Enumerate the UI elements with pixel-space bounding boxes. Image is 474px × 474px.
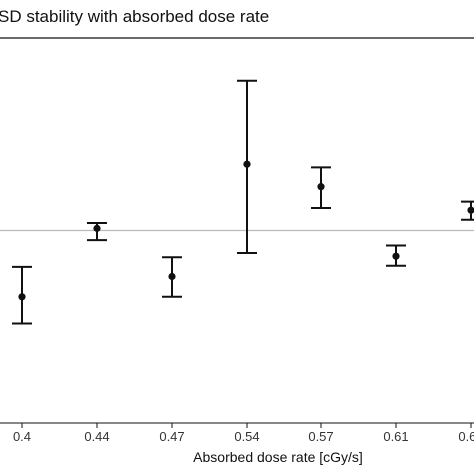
data-point-group <box>12 265 32 325</box>
data-point <box>93 224 101 232</box>
x-tick-label: 0.47 <box>159 429 184 444</box>
data-point <box>392 252 400 260</box>
data-point-group <box>311 166 331 210</box>
data-point-group <box>461 200 474 221</box>
data-point <box>243 160 251 168</box>
data-point <box>317 183 325 191</box>
chart-title: SD stability with absorbed dose rate <box>0 7 269 26</box>
x-tick-label: 0.57 <box>308 429 333 444</box>
x-tick-label: 0.61 <box>383 429 408 444</box>
data-points-layer <box>12 79 474 325</box>
data-point-group <box>386 244 406 267</box>
data-point <box>467 206 474 214</box>
x-axis-label: Absorbed dose rate [cGy/s] <box>193 449 363 465</box>
data-point-group <box>87 222 107 242</box>
data-point-group <box>162 256 182 298</box>
data-point-group <box>237 79 257 254</box>
x-tick-label: 0.65 <box>458 429 474 444</box>
x-tick-label: 0.44 <box>84 429 109 444</box>
data-point <box>168 272 176 281</box>
data-point <box>18 293 26 301</box>
x-tick-label: 0.54 <box>234 429 259 444</box>
x-tick-label: 0.4 <box>13 429 31 444</box>
x-axis-ticks: 0.4 0.44 0.47 0.54 0.57 0.61 0.65 <box>13 423 474 444</box>
